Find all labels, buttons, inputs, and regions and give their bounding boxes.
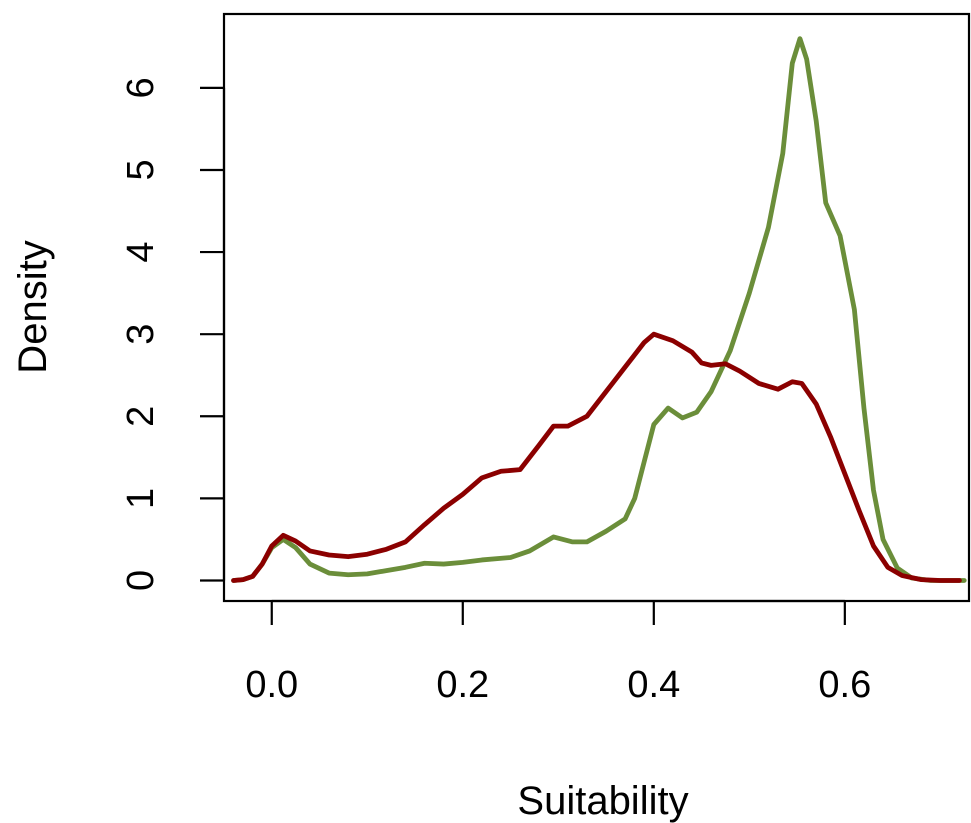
y-axis: 0 1 2 3 4 5 6 (120, 77, 226, 591)
y-tick-label-1: 1 (120, 488, 162, 509)
y-axis-title: Density (11, 240, 55, 373)
y-tick-label-6: 6 (120, 77, 162, 98)
series-line-1 (231, 36, 967, 583)
plot-frame (222, 12, 971, 603)
y-tick-label-5: 5 (120, 159, 162, 180)
x-tick-label-2: 0.4 (627, 664, 680, 706)
x-tick-label-1: 0.2 (436, 664, 489, 706)
x-axis: 0.0 0.2 0.4 0.6 (245, 599, 871, 706)
series-line-2 (231, 331, 962, 583)
x-tick-label-0: 0.0 (245, 664, 298, 706)
y-tick-label-2: 2 (120, 406, 162, 427)
series-layer (231, 36, 967, 583)
y-tick-label-4: 4 (120, 242, 162, 263)
y-tick-label-3: 3 (120, 324, 162, 345)
x-axis-title: Suitability (517, 779, 688, 823)
y-tick-label-0: 0 (120, 570, 162, 591)
x-tick-label-3: 0.6 (818, 664, 871, 706)
